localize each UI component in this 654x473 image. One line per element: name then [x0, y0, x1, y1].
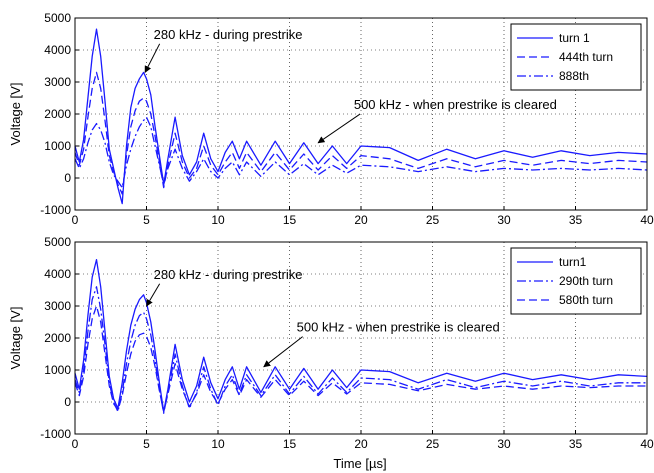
- y-tick-label: 5000: [44, 235, 71, 249]
- y-tick-label: 2000: [44, 107, 71, 121]
- y-tick-label: 4000: [44, 43, 71, 57]
- legend-label: turn 1: [559, 31, 590, 45]
- y-axis-label: Voltage [V]: [8, 307, 23, 370]
- x-tick-label: 5: [143, 437, 150, 451]
- series-line-2: [74, 71, 648, 195]
- x-tick-label: 15: [283, 437, 297, 451]
- y-tick-label: -1000: [40, 427, 71, 441]
- x-tick-label: 35: [569, 213, 583, 227]
- legend: turn1 290th turn 580th turn: [510, 247, 642, 315]
- x-tick-label: 20: [354, 437, 368, 451]
- y-tick-label: 3000: [44, 299, 71, 313]
- series-line-1: [74, 28, 648, 205]
- y-tick-label: 0: [64, 171, 71, 185]
- x-tick-label: 30: [497, 437, 511, 451]
- annotation-label: 500 kHz - when prestrike is cleared: [354, 97, 557, 112]
- x-tick-label: 25: [426, 437, 440, 451]
- annotation-arrow: [317, 113, 361, 144]
- legend-label: 888th: [559, 69, 589, 83]
- axes-frame: [74, 17, 648, 211]
- y-axis-label: Voltage [V]: [8, 83, 23, 146]
- x-tick-label: 20: [354, 213, 368, 227]
- y-tick-label: 2000: [44, 331, 71, 345]
- y-tick-label: -1000: [40, 203, 71, 217]
- legend-label: 580th turn: [559, 293, 613, 307]
- series-line-1: [74, 258, 648, 413]
- chart-panel-1: 0 5 10 15 20 25 30 35 40-10000100020003000400050…: [8, 11, 654, 227]
- y-tick-label: 1000: [44, 363, 71, 377]
- legend-label: turn1: [559, 255, 587, 269]
- y-tick-label: 5000: [44, 11, 71, 25]
- x-tick-label: 0: [72, 213, 79, 227]
- x-tick-label: 0: [72, 437, 79, 451]
- x-tick-label: 35: [569, 437, 583, 451]
- legend: turn 1 444th turn 888th: [510, 23, 642, 91]
- annotation-arrow: [263, 336, 303, 368]
- x-axis-label: Time [µs]: [333, 456, 386, 471]
- x-tick-label: 30: [497, 213, 511, 227]
- axes-frame: [74, 241, 648, 435]
- chart-panel-2: 0 5 10 15 20 25 30 35 40-10000100020003000400050…: [8, 235, 654, 451]
- annotation-arrow: [146, 283, 161, 307]
- x-tick-label: 10: [211, 437, 225, 451]
- annotation-label: 280 kHz - during prestrike: [154, 27, 303, 42]
- y-tick-label: 0: [64, 395, 71, 409]
- x-tick-label: 15: [283, 213, 297, 227]
- x-tick-label: 5: [143, 213, 150, 227]
- series-line-3: [74, 305, 647, 413]
- annotation-label: 500 kHz - when prestrike is cleared: [297, 320, 500, 335]
- y-tick-label: 3000: [44, 75, 71, 89]
- x-tick-label: 10: [211, 213, 225, 227]
- y-tick-label: 1000: [44, 139, 71, 153]
- legend-label: 444th turn: [559, 50, 613, 64]
- x-tick-label: 40: [640, 437, 654, 451]
- x-tick-label: 25: [426, 213, 440, 227]
- legend-box: [510, 247, 642, 315]
- series-line-3: [74, 116, 648, 189]
- legend-label: 290th turn: [559, 274, 613, 288]
- y-tick-label: 4000: [44, 267, 71, 281]
- annotation-arrow: [144, 43, 161, 74]
- annotation-label: 280 kHz - during prestrike: [154, 267, 303, 282]
- x-tick-label: 40: [640, 213, 654, 227]
